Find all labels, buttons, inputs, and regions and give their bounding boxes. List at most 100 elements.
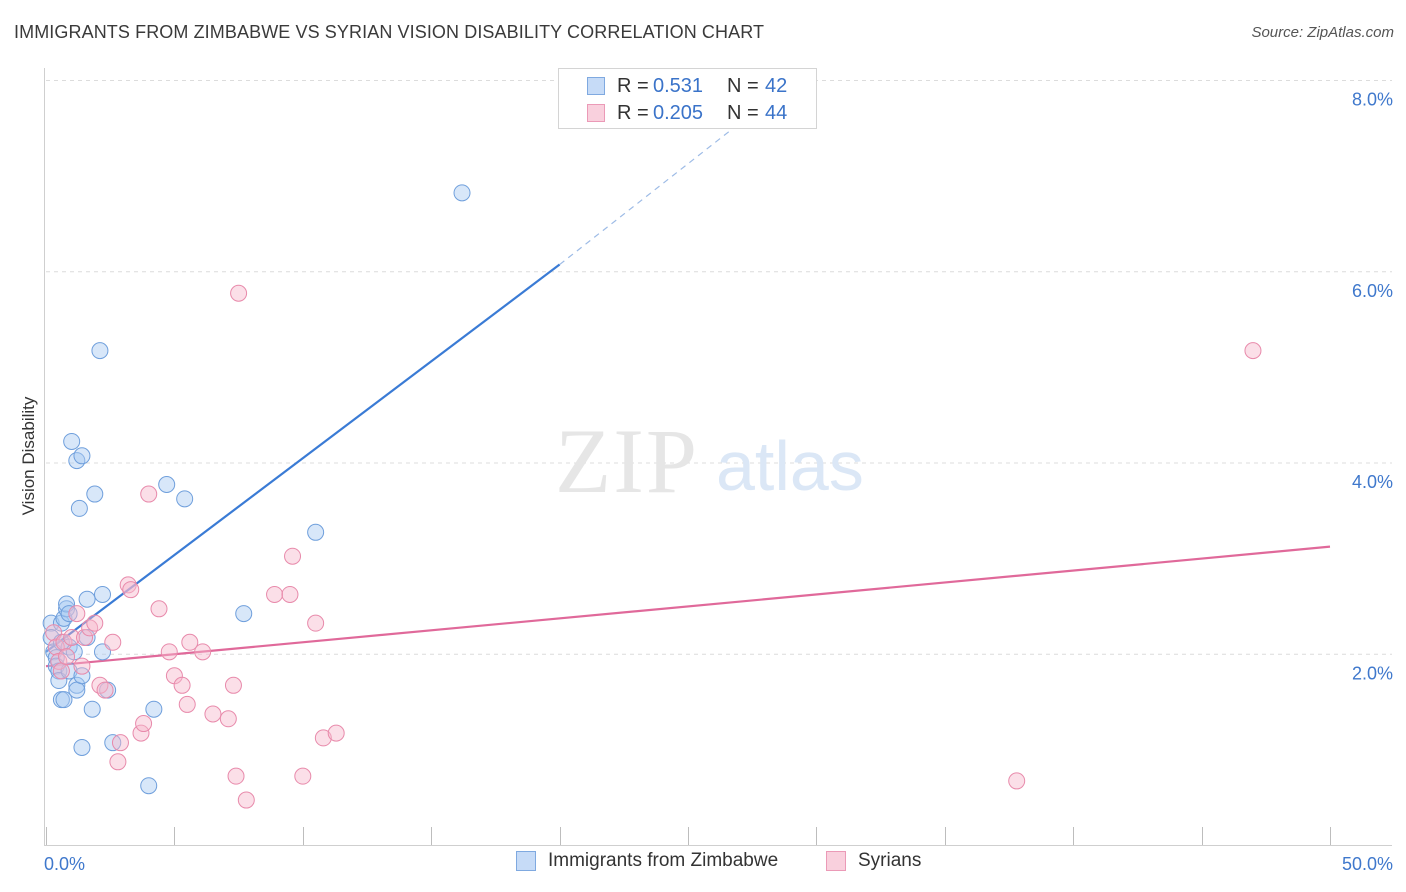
data-point-syrians — [237, 791, 255, 809]
data-point-zimbabwe — [58, 600, 76, 618]
y-tick-label: 4.0% — [1352, 472, 1393, 492]
data-point-syrians — [314, 729, 332, 747]
data-point-syrians — [58, 648, 76, 666]
trend-line-syrians — [45, 545, 1331, 668]
data-point-syrians — [227, 767, 245, 785]
data-point-syrians — [307, 614, 325, 632]
data-point-zimbabwe — [73, 667, 91, 685]
data-point-syrians — [132, 724, 150, 742]
source-label: Source: ZipAtlas.com — [1251, 24, 1394, 41]
x-tick-label: 0.0% — [44, 854, 85, 874]
data-point-zimbabwe — [78, 590, 96, 608]
legend-row-zimbabwe: R = 0.531 N = 42 — [559, 73, 787, 99]
data-point-zimbabwe — [73, 738, 91, 756]
watermark-zip: ZIP — [555, 410, 699, 512]
data-point-syrians — [111, 734, 129, 752]
legend-item-syrians[interactable]: Syrians — [826, 850, 921, 872]
legend-n-label: N = — [727, 74, 759, 97]
data-point-zimbabwe — [55, 691, 73, 709]
data-point-zimbabwe — [176, 490, 194, 508]
data-point-syrians — [204, 705, 222, 723]
data-point-zimbabwe — [68, 452, 86, 470]
data-point-zimbabwe — [68, 681, 86, 699]
legend-swatch-syrians — [826, 851, 846, 871]
legend-r-value: 0.205 — [653, 101, 704, 124]
y-axis-label: Vision Disability — [19, 396, 38, 515]
legend-row-syrians: R = 0.205 N = 44 — [559, 100, 787, 126]
trend-lines — [45, 96, 1331, 668]
data-point-syrians — [230, 284, 248, 302]
tick-labels: 2.0% 4.0% 6.0% 8.0% 0.0% 50.0% — [44, 90, 1393, 875]
legend-n-value: 42 — [765, 74, 788, 97]
chart-title: IMMIGRANTS FROM ZIMBABWE VS SYRIAN VISIO… — [14, 22, 765, 42]
data-point-syrians — [119, 576, 137, 594]
legend-r-label: R = — [617, 74, 649, 97]
axes — [44, 68, 1392, 846]
data-point-syrians — [219, 710, 237, 728]
legend-r-value: 0.531 — [653, 74, 704, 97]
data-point-syrians — [73, 657, 91, 675]
data-point-syrians — [1244, 342, 1262, 360]
data-point-zimbabwe — [453, 184, 471, 202]
correlation-legend: R = 0.531 N = 42 R = 0.205 N = 44 — [558, 68, 817, 129]
data-point-syrians — [135, 715, 153, 733]
data-point-zimbabwe — [60, 638, 78, 656]
data-point-zimbabwe — [235, 605, 253, 623]
data-point-syrians — [294, 767, 312, 785]
legend-swatch-syrians — [587, 104, 605, 122]
data-point-syrians — [160, 643, 178, 661]
data-point-syrians — [284, 547, 302, 565]
data-point-syrians — [224, 676, 242, 694]
watermark-atlas: atlas — [716, 427, 864, 505]
data-point-syrians — [178, 695, 196, 713]
trend-line-zimbabwe — [45, 263, 561, 653]
data-point-syrians — [52, 662, 70, 680]
x-tick-label: 50.0% — [1342, 854, 1393, 874]
data-point-syrians — [327, 724, 345, 742]
data-point-syrians — [150, 600, 168, 618]
legend-n-label: N = — [727, 101, 759, 124]
data-point-zimbabwe — [140, 777, 158, 795]
data-point-syrians — [1008, 772, 1026, 790]
data-point-zimbabwe — [307, 523, 325, 541]
data-point-zimbabwe — [42, 628, 60, 646]
data-point-zimbabwe — [63, 432, 81, 450]
data-point-zimbabwe — [93, 585, 111, 603]
y-tick-label: 6.0% — [1352, 281, 1393, 301]
data-point-syrians — [109, 753, 127, 771]
data-point-syrians — [181, 633, 199, 651]
data-point-syrians — [76, 628, 94, 646]
legend-label-syrians: Syrians — [858, 850, 922, 871]
series-legend: Immigrants from Zimbabwe Syrians — [0, 850, 1406, 878]
data-point-zimbabwe — [68, 676, 86, 694]
data-point-syrians — [96, 681, 114, 699]
data-point-zimbabwe — [86, 485, 104, 503]
data-points — [42, 184, 1262, 809]
data-point-syrians — [68, 605, 86, 623]
legend-n-value: 44 — [765, 101, 788, 124]
y-tick-label: 2.0% — [1352, 663, 1393, 683]
legend-swatch-zimbabwe — [516, 851, 536, 871]
data-point-syrians — [266, 585, 284, 603]
data-point-zimbabwe — [145, 700, 163, 718]
data-point-syrians — [140, 485, 158, 503]
data-point-syrians — [63, 628, 81, 646]
data-point-syrians — [104, 633, 122, 651]
data-point-zimbabwe — [73, 447, 91, 465]
data-point-syrians — [173, 676, 191, 694]
data-point-zimbabwe — [70, 499, 88, 517]
data-point-zimbabwe — [91, 342, 109, 360]
data-point-zimbabwe — [42, 614, 60, 632]
data-point-syrians — [281, 585, 299, 603]
data-point-syrians — [122, 581, 140, 599]
legend-item-zimbabwe[interactable]: Immigrants from Zimbabwe — [516, 850, 778, 872]
grid-lines — [46, 80, 1392, 655]
legend-label-zimbabwe: Immigrants from Zimbabwe — [548, 850, 779, 871]
y-tick-label: 8.0% — [1352, 90, 1393, 110]
legend-r-label: R = — [617, 101, 649, 124]
data-point-zimbabwe — [83, 700, 101, 718]
data-point-syrians — [194, 643, 212, 661]
legend-swatch-zimbabwe — [587, 77, 605, 95]
data-point-syrians — [91, 676, 109, 694]
